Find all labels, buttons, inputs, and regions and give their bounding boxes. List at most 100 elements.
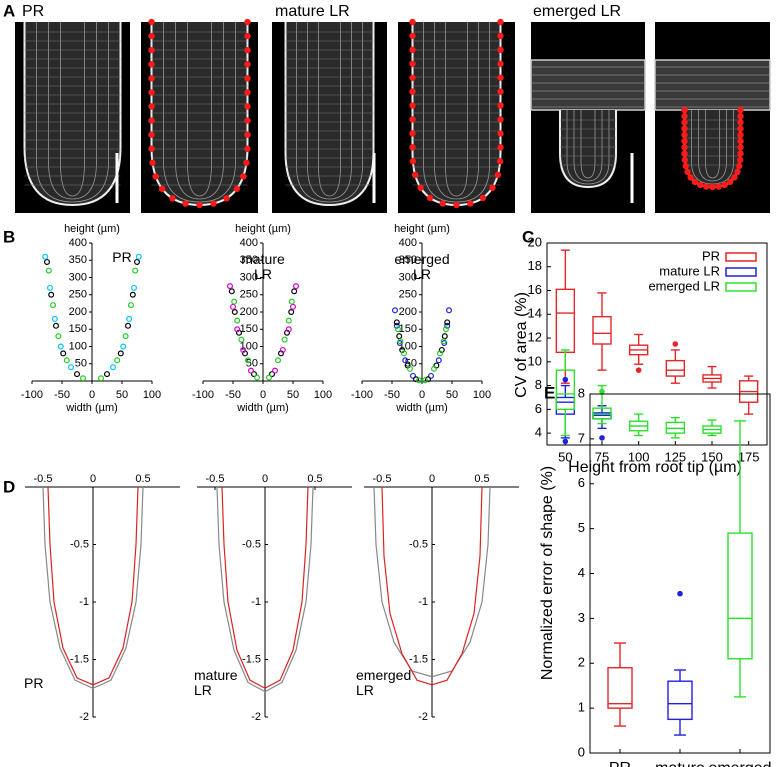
outline-point (182, 200, 189, 207)
point (234, 317, 241, 324)
y-tick-label: 250 (240, 289, 258, 301)
panel-label: C (522, 227, 534, 246)
legend-label: emerged LR (648, 278, 720, 293)
point (402, 357, 409, 364)
root (150, 22, 249, 207)
image-title: emerged LR (533, 3, 621, 20)
point (228, 288, 235, 295)
outline-point (737, 144, 744, 151)
x-axis-label: width (µm) (236, 402, 289, 414)
point (46, 284, 53, 291)
x-tick-label: 0 (419, 389, 425, 401)
outline-point (244, 75, 251, 82)
cell-file (296, 22, 330, 203)
y-tick-label: 3 (578, 610, 585, 625)
outlier (635, 367, 642, 373)
point (103, 371, 110, 378)
root-body (411, 22, 502, 207)
cell-file (423, 22, 457, 203)
point (135, 253, 142, 260)
point (231, 298, 238, 305)
y-tick-label: 200 (69, 306, 87, 318)
outlier (562, 438, 569, 445)
y-tick-label: 400 (399, 237, 417, 249)
image-title: mature LR (275, 3, 350, 20)
box (555, 288, 576, 354)
outline-point (737, 106, 744, 114)
parent-root (654, 59, 771, 111)
outline-point (409, 130, 416, 137)
outline-point (737, 156, 744, 164)
outline-point (409, 116, 416, 123)
x-tick-label: -0.5 (206, 473, 225, 485)
cell-file (72, 22, 97, 200)
outline-point (409, 32, 416, 40)
outline-point (409, 60, 416, 67)
point (63, 357, 70, 364)
point (413, 376, 420, 383)
root-body (23, 22, 122, 207)
point (230, 303, 237, 310)
x-tick-label: PR (588, 759, 652, 767)
cell-file (329, 22, 363, 203)
y-tick-label: 300 (69, 271, 87, 283)
root (654, 59, 771, 189)
cell-file (712, 110, 727, 182)
label-box: PR (24, 676, 43, 691)
y-tick-label: -1 (418, 596, 428, 608)
point (285, 317, 292, 324)
point (238, 336, 245, 343)
y-tick-label: 0 (578, 744, 585, 759)
panel-label: A (3, 1, 15, 20)
outline-point (409, 158, 417, 165)
y-tick-label: 12 (528, 329, 542, 344)
outline-point (149, 159, 156, 166)
outline-point (244, 18, 251, 26)
outline-point (453, 201, 460, 209)
root (530, 59, 646, 189)
outline-point (244, 103, 251, 110)
outline-point (244, 117, 251, 124)
outline-point (737, 119, 744, 126)
outline-point (681, 125, 688, 132)
outlier (677, 590, 683, 597)
label-box: emerged LR (356, 668, 411, 698)
point (288, 298, 295, 305)
y-tick-label: -0.5 (409, 538, 428, 550)
plot-frame (589, 393, 771, 754)
outline-point (497, 74, 504, 81)
x-tick-label: -100 (351, 389, 373, 401)
outline-point (726, 178, 734, 186)
point (281, 336, 288, 343)
y-tick-label: 8 (578, 385, 585, 400)
point (290, 303, 297, 310)
point (428, 372, 435, 379)
cell-file (580, 110, 589, 179)
y-tick-label: 6 (578, 475, 585, 490)
legend-label: PR (702, 248, 720, 263)
outline-point (497, 32, 504, 40)
x-tick-label: 175 (738, 449, 760, 464)
point (272, 367, 279, 374)
y-tick-label: 100 (240, 340, 258, 352)
y-tick-label: -1.5 (409, 653, 428, 665)
y-tick-label: 5 (578, 520, 585, 535)
y-tick-label: 350 (240, 254, 258, 266)
point (444, 322, 451, 329)
outline-point (681, 119, 688, 126)
outline-point (409, 88, 416, 95)
point (431, 365, 438, 372)
outline-point (148, 32, 155, 40)
point (393, 319, 400, 326)
x-tick-label: 100 (473, 389, 491, 401)
outline-point (497, 88, 504, 95)
y-tick-label: -1.5 (70, 653, 89, 665)
point (240, 346, 247, 353)
cell-file (698, 110, 713, 182)
y-tick-label: 350 (69, 254, 87, 266)
point (279, 346, 286, 353)
y-tick-label: -2 (418, 711, 428, 723)
point (124, 322, 131, 329)
outline-point (169, 195, 176, 202)
